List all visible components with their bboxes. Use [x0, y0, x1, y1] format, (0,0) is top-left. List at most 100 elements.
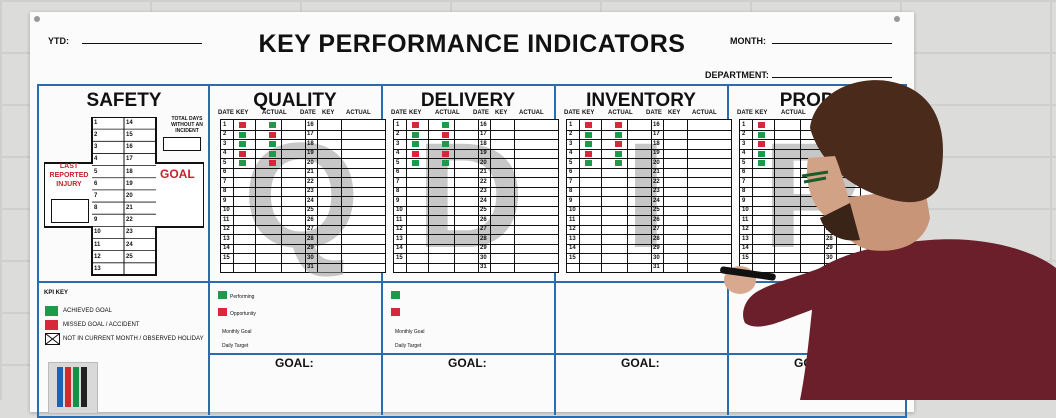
column-header: ACTUAL [435, 110, 460, 116]
missed-mark [585, 122, 592, 128]
goal-label: GOAL: [275, 356, 314, 370]
day-number: 9 [569, 197, 573, 204]
achieved-mark [269, 122, 276, 128]
day-number: 8 [742, 188, 746, 194]
safety-day-number: 4 [94, 156, 98, 163]
day-number: 14 [569, 245, 576, 251]
goal-label: GOAL: [621, 356, 660, 370]
achieved-mark [585, 131, 592, 138]
grid-row-line [567, 262, 731, 264]
achieved-mark [585, 141, 592, 147]
achieved-mark [442, 122, 449, 128]
achieved-mark [412, 141, 419, 147]
column-header: ACTUAL [262, 110, 287, 116]
safety-day-number: 25 [126, 253, 133, 260]
day-number: 28 [653, 235, 660, 242]
grid-row-line [221, 158, 385, 159]
kpi-key-title: KPI KEY [44, 290, 69, 296]
achieved-mark [239, 160, 246, 166]
safety-day-number: 11 [94, 241, 101, 248]
column-header: KEY [755, 110, 768, 116]
day-number: 15 [223, 254, 230, 261]
safety-day-number: 16 [126, 144, 133, 151]
grid-row-line [740, 262, 890, 264]
day-number: 2 [569, 131, 573, 137]
safety-day-number: 1 [94, 120, 98, 126]
column-divider [208, 85, 210, 415]
safety-day-number: 10 [94, 229, 101, 236]
day-number: 8 [569, 188, 573, 194]
day-number: 17 [480, 131, 487, 137]
column-header: ACTUAL [781, 110, 806, 116]
day-number: 29 [480, 245, 487, 251]
safety-day-number: 6 [94, 180, 98, 187]
grid-row-line [221, 234, 385, 235]
column-header: DATE [218, 110, 234, 116]
grid-row-line [394, 158, 558, 159]
safety-day-number: 23 [126, 229, 133, 236]
day-number: 28 [307, 235, 314, 242]
column-header: KEY [668, 110, 681, 116]
day-number: 7 [742, 178, 746, 185]
grid-row-line [567, 234, 731, 235]
day-number: 8 [223, 188, 227, 194]
day-number: 6 [742, 169, 746, 175]
grid-row-line [221, 139, 385, 140]
safety-day-number: 2 [94, 132, 98, 139]
grid-row-line [567, 205, 731, 207]
missed-mark [239, 150, 246, 157]
day-number: 11 [223, 216, 230, 223]
grid-row-line [740, 224, 890, 226]
column-header: DATE [564, 110, 580, 116]
grid-row-line [221, 148, 385, 150]
day-number: 4 [569, 150, 573, 156]
grid-row-line [394, 224, 558, 226]
grid-row-line [221, 177, 385, 178]
achieved-mark [758, 160, 765, 166]
grid-row-line [394, 196, 558, 197]
achieved-mark [758, 150, 765, 157]
column-header: KEY [409, 110, 422, 116]
missed-label: MISSED GOAL / ACCIDENT [63, 322, 140, 328]
safety-day-number: 20 [126, 192, 133, 199]
day-number: 16 [653, 121, 660, 128]
grid-row-line [567, 158, 731, 159]
day-number: 5 [742, 159, 746, 166]
day-number: 18 [480, 140, 487, 147]
grid-row-line [567, 215, 731, 216]
performing-swatch [218, 291, 227, 299]
ytd-line [82, 43, 202, 44]
grid-row-line [394, 167, 558, 169]
missed-mark [412, 150, 419, 157]
day-number: 15 [742, 254, 749, 261]
day-number: 22 [653, 178, 660, 185]
day-number: 19 [653, 150, 660, 156]
grid-row-line [221, 167, 385, 169]
opportunity-swatch [391, 308, 400, 316]
section-title-quality: QUALITY [253, 90, 337, 111]
day-number: 5 [223, 159, 227, 166]
missed-mark [585, 150, 592, 157]
day-number: 3 [742, 140, 746, 147]
last-injury-box [51, 199, 89, 223]
daily-target-label: Daily Target [395, 343, 422, 349]
safety-day-number: 17 [126, 156, 133, 163]
grid-row-line [221, 205, 385, 207]
day-number: 6 [223, 169, 227, 175]
day-number: 27 [480, 226, 487, 232]
column-header: ACTUAL [519, 110, 544, 116]
grid-row-line [740, 243, 890, 245]
total-days-label: TOTAL DAYS WITHOUT AN INCIDENT [171, 116, 203, 134]
achieved-mark [442, 160, 449, 166]
grid-row-line [394, 215, 558, 216]
column-header: ACTUAL [346, 110, 371, 116]
day-number: 25 [480, 207, 487, 213]
safety-day-number: 3 [94, 144, 98, 151]
safety-goal-label: GOAL [160, 167, 195, 181]
column-header: DATE [737, 110, 753, 116]
row-divider [209, 353, 904, 355]
performing-swatch [391, 291, 400, 299]
grid-row-line [221, 215, 385, 216]
daily-target-label: Daily Target [222, 343, 249, 349]
missed-mark [442, 131, 449, 138]
